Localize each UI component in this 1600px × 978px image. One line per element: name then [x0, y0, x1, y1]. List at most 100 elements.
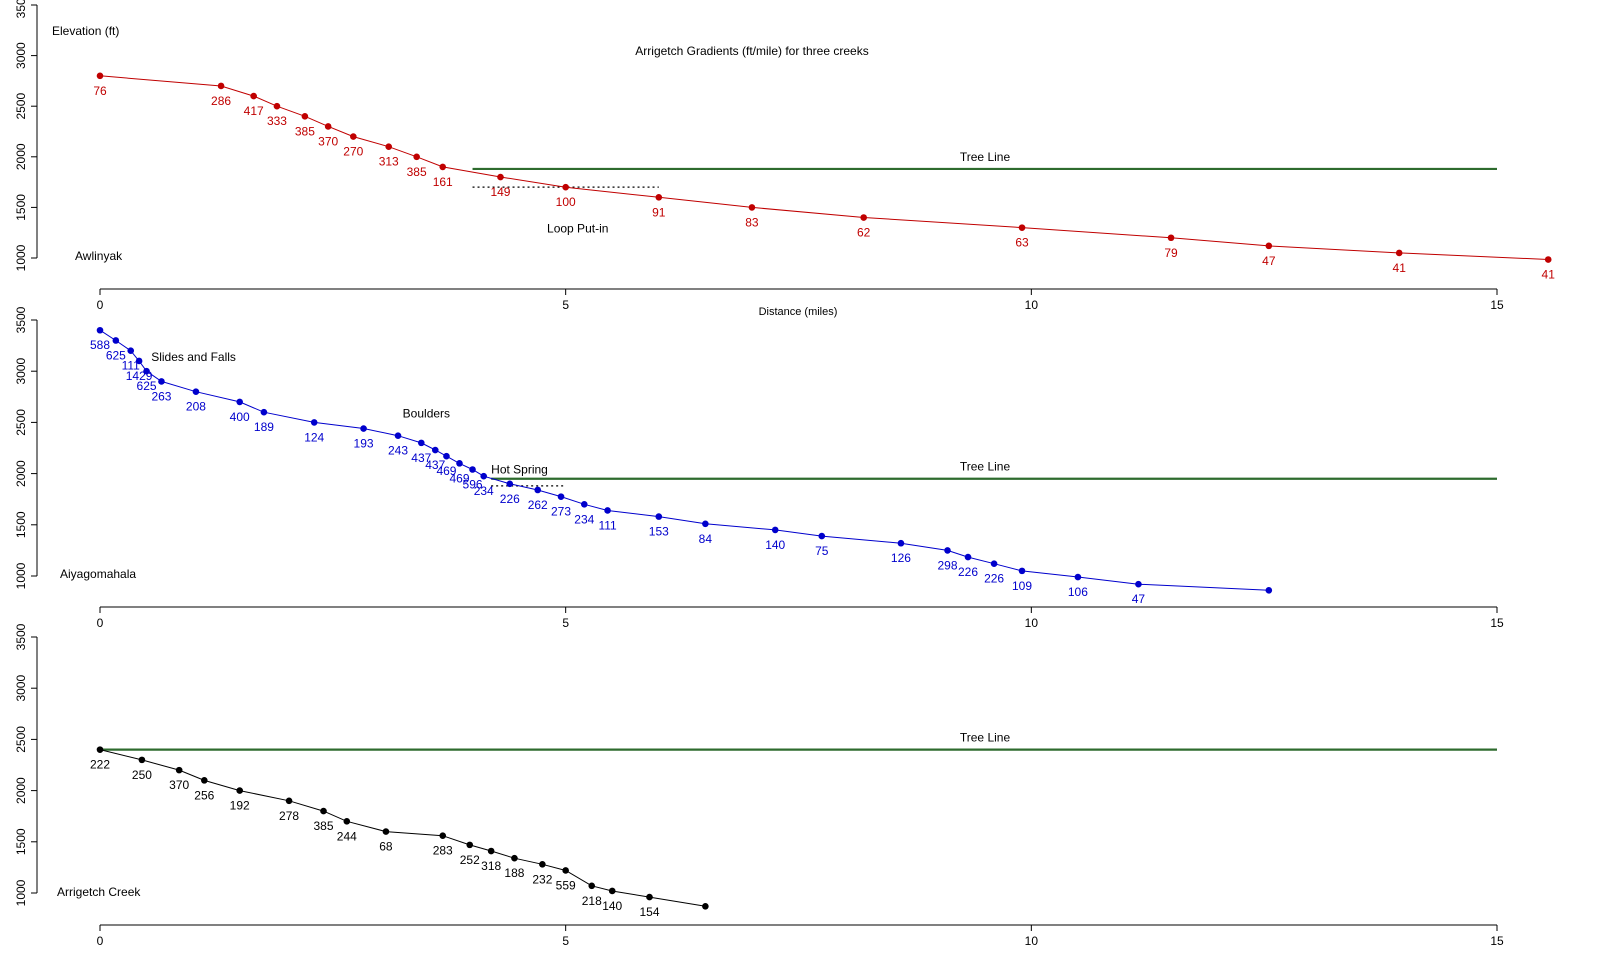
point-label: 270 — [343, 145, 363, 159]
data-point — [562, 183, 569, 191]
point-label: 318 — [481, 859, 501, 873]
point-label: 370 — [169, 778, 189, 792]
data-point — [655, 193, 663, 201]
data-point — [480, 472, 488, 480]
point-label: 596 — [463, 478, 483, 492]
point-label: 75 — [815, 544, 829, 558]
data-point — [143, 367, 150, 375]
x-tick-label: 15 — [1490, 616, 1504, 630]
point-label: 263 — [151, 389, 171, 403]
point-label: 188 — [504, 866, 524, 880]
point-label: 469 — [436, 464, 456, 478]
series-line-3 — [99, 749, 706, 907]
point-label: 226 — [958, 565, 978, 579]
point-label: 91 — [652, 205, 666, 219]
data-point — [964, 553, 972, 561]
point-label: 226 — [984, 572, 1004, 586]
series-line-1 — [99, 75, 1549, 260]
data-point — [702, 520, 709, 528]
point-label: 84 — [699, 532, 713, 546]
x-tick-label: 0 — [97, 616, 104, 630]
point-label: 252 — [460, 853, 480, 867]
point-label: 63 — [1015, 236, 1029, 250]
point-label: 153 — [649, 525, 669, 539]
point-label: 68 — [379, 840, 393, 854]
point-label: 140 — [602, 899, 622, 913]
creek-name: Arrigetch Creek — [57, 885, 141, 899]
data-point — [324, 123, 332, 130]
point-label: 154 — [639, 905, 659, 919]
y-tick-label: 3500 — [14, 0, 28, 18]
y-tick-label: 1000 — [14, 879, 28, 906]
point-label: 370 — [318, 134, 338, 148]
data-point — [897, 539, 905, 547]
point-label: 126 — [891, 551, 911, 565]
data-point — [138, 756, 146, 764]
y-tick-label: 2500 — [14, 726, 28, 753]
y-tick-label: 1500 — [14, 828, 28, 855]
y-tick-label: 1500 — [14, 194, 28, 221]
point-label: 218 — [582, 894, 602, 908]
panel-2: 1000 1500 2000 2500 3000 3500 0 5 10 15 Tree Line 5… — [14, 306, 1504, 630]
data-point — [418, 439, 425, 447]
data-point — [1018, 567, 1026, 575]
point-label: 149 — [490, 185, 510, 199]
data-point — [273, 102, 281, 110]
data-point — [439, 832, 447, 839]
point-label: 286 — [211, 94, 231, 108]
point-label: 234 — [574, 512, 594, 526]
data-point — [158, 378, 165, 385]
point-label: 273 — [551, 505, 571, 519]
y-tick-label: 1500 — [14, 511, 28, 538]
data-point — [608, 887, 616, 895]
point-label: 111 — [598, 518, 617, 532]
y-tick-label: 2000 — [14, 777, 28, 804]
point-label: 469 — [449, 471, 469, 485]
point-label: 417 — [244, 104, 264, 118]
point-label: 62 — [857, 226, 871, 240]
data-point — [771, 526, 779, 534]
data-point — [96, 746, 104, 753]
x-tick-label: 10 — [1025, 616, 1039, 630]
data-point — [439, 163, 447, 171]
tree-line-label: Tree Line — [960, 150, 1011, 164]
data-point — [96, 326, 104, 334]
data-point — [135, 357, 143, 365]
x-tick-label: 5 — [562, 298, 569, 312]
data-point — [236, 398, 243, 406]
point-label: 189 — [254, 420, 274, 434]
data-point — [487, 847, 495, 855]
data-point — [511, 854, 518, 862]
data-point — [385, 143, 393, 150]
point-label: 111 — [122, 359, 141, 373]
point-label: 83 — [745, 215, 759, 229]
point-label: 262 — [528, 498, 548, 512]
data-point — [112, 337, 120, 344]
data-point — [431, 446, 439, 454]
point-label: 559 — [556, 878, 576, 892]
creek-name: Awlinyak — [75, 249, 123, 263]
data-point — [1018, 224, 1026, 231]
data-point — [260, 408, 268, 416]
point-label: 208 — [186, 400, 206, 414]
point-label: 106 — [1068, 585, 1088, 599]
annotation-label: Hot Spring — [491, 463, 548, 477]
data-point — [320, 807, 327, 815]
point-label: 400 — [230, 410, 250, 424]
data-point — [310, 419, 318, 426]
series-line-2 — [99, 329, 1269, 591]
point-label: 109 — [1012, 579, 1032, 593]
point-label: 250 — [132, 768, 152, 782]
annotation-label: Slides and Falls — [151, 350, 236, 364]
panel-1: 1000 1500 2000 2500 3000 3500 0 5 10 15 Tree Line 7… — [14, 0, 1555, 312]
y-tick-label: 3500 — [14, 623, 28, 650]
data-point — [562, 867, 569, 874]
data-point — [1544, 256, 1552, 263]
point-label: 243 — [388, 444, 408, 458]
x-tick-label: 0 — [97, 934, 104, 948]
data-point — [655, 513, 663, 520]
point-label: 278 — [279, 809, 299, 823]
data-point — [557, 493, 565, 500]
